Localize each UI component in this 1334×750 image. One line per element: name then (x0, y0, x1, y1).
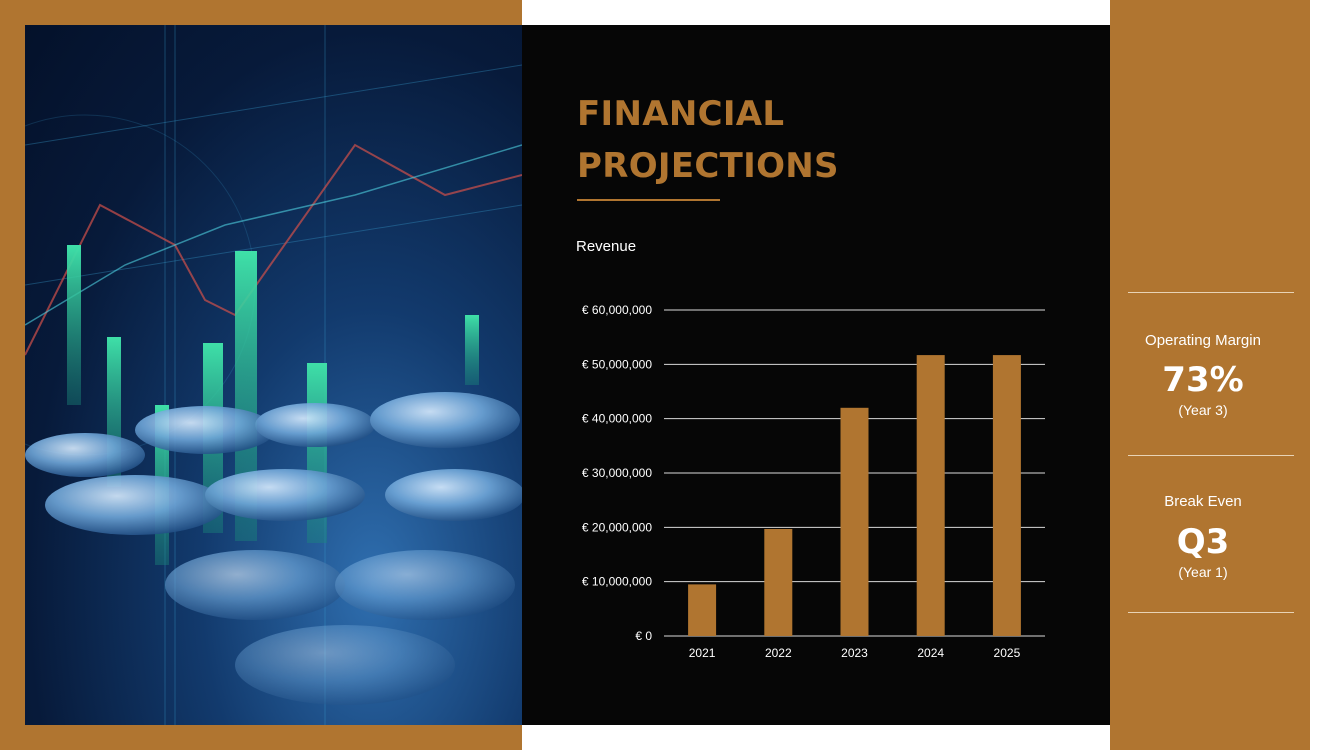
stat-divider-bottom (1128, 612, 1294, 613)
stat-divider-middle (1128, 455, 1294, 456)
operating-margin-label: Operating Margin (1145, 332, 1261, 349)
y-tick-label: € 0 (635, 629, 652, 643)
bar (840, 407, 869, 636)
finance-coins-photo (25, 25, 522, 725)
bar (992, 355, 1021, 636)
y-tick-label: € 10,000,000 (582, 575, 652, 589)
operating-margin-value: 73% (1162, 360, 1244, 400)
page-title: FINANCIAL PROJECTIONS (577, 88, 839, 192)
bar (916, 355, 945, 636)
x-tick-label: 2024 (917, 646, 944, 660)
y-tick-label: € 40,000,000 (582, 412, 652, 426)
x-tick-label: 2023 (841, 646, 868, 660)
operating-margin-note: (Year 3) (1178, 402, 1228, 418)
bar (764, 528, 793, 636)
y-tick-label: € 30,000,000 (582, 466, 652, 480)
stat-divider-top (1128, 292, 1294, 293)
break-even-note: (Year 1) (1178, 564, 1228, 580)
finance-photo-illustration (25, 25, 522, 725)
x-tick-label: 2025 (994, 646, 1021, 660)
x-tick-label: 2022 (765, 646, 792, 660)
y-tick-label: € 60,000,000 (582, 303, 652, 317)
title-underline (577, 199, 720, 201)
bar (688, 584, 717, 636)
y-tick-label: € 20,000,000 (582, 520, 652, 534)
chart-title: Revenue (576, 238, 637, 255)
break-even-label: Break Even (1164, 493, 1242, 510)
title-line-2: PROJECTIONS (577, 146, 839, 186)
y-tick-label: € 50,000,000 (582, 357, 652, 371)
right-brown-panel (1110, 0, 1310, 750)
title-line-1: FINANCIAL (577, 94, 785, 134)
break-even-value: Q3 (1176, 522, 1230, 562)
x-tick-label: 2021 (689, 646, 716, 660)
revenue-bar-chart: € 0 € 10,000,000 € 20,000,000 € 30,000,000 €… (582, 303, 1045, 660)
